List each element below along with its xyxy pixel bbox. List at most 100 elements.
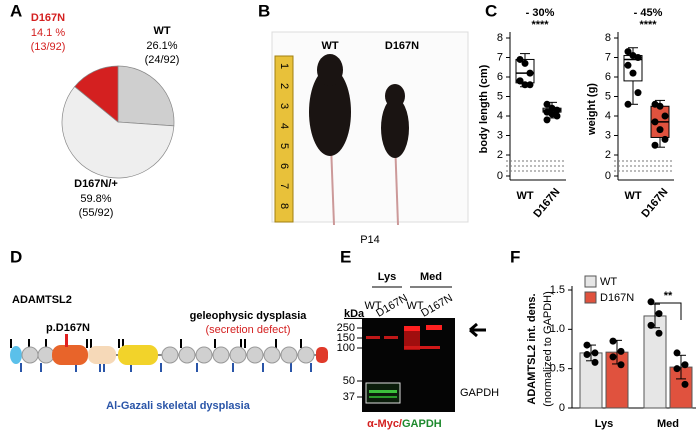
marker-label: 100 bbox=[337, 342, 355, 354]
disease-note: (secretion defect) bbox=[206, 324, 291, 336]
data-point bbox=[624, 61, 632, 69]
data-point bbox=[647, 298, 655, 306]
band-label: GAPDH bbox=[460, 387, 499, 399]
panel-label: D bbox=[10, 247, 22, 266]
x-tick-label: WT bbox=[624, 190, 641, 202]
slice-value: 14.1 % bbox=[31, 27, 65, 39]
y-tick-label: 0.5 bbox=[550, 363, 565, 375]
protein-name: ADAMTSL2 bbox=[12, 294, 72, 306]
ruler-number: 5 bbox=[278, 143, 290, 149]
pie-slice bbox=[117, 65, 175, 127]
legend-swatch bbox=[584, 291, 597, 304]
data-point bbox=[591, 349, 599, 357]
group-label: Med bbox=[420, 271, 442, 283]
mouse-head bbox=[385, 84, 405, 108]
data-point bbox=[629, 69, 637, 77]
slice-name: D167N bbox=[31, 12, 65, 24]
y-tick-label: 5 bbox=[605, 90, 611, 102]
legend-swatch bbox=[584, 275, 597, 288]
lane-label: D167N bbox=[419, 292, 455, 320]
panel-label: F bbox=[510, 247, 520, 266]
y-tick-label: 7 bbox=[497, 51, 503, 63]
mouse-wt bbox=[309, 68, 351, 156]
photo-label: WT bbox=[321, 40, 338, 52]
data-point bbox=[661, 135, 669, 143]
lane-label: WT bbox=[364, 300, 381, 312]
data-point bbox=[609, 337, 617, 345]
significance-bracket bbox=[654, 302, 682, 320]
band bbox=[369, 396, 397, 398]
group-label: Lys bbox=[378, 271, 397, 283]
y-tick-label: 2 bbox=[605, 149, 611, 161]
blue-ticks bbox=[20, 363, 312, 372]
arrow bbox=[469, 322, 486, 338]
data-point bbox=[681, 380, 689, 388]
data-point bbox=[617, 361, 625, 369]
y-axis-label: ADAMTSL2 int. dens. bbox=[526, 293, 538, 404]
data-point bbox=[553, 106, 561, 114]
y-tick-label: 8 bbox=[605, 32, 611, 44]
panel-e-blot bbox=[362, 286, 486, 412]
ruler-number: 3 bbox=[278, 103, 290, 109]
slice-name: WT bbox=[153, 25, 170, 37]
domain bbox=[88, 346, 116, 364]
y-tick-label: 1.0 bbox=[550, 323, 565, 335]
ruler-number: 4 bbox=[278, 123, 290, 129]
y-tick-label: 3 bbox=[497, 129, 503, 141]
data-point bbox=[673, 349, 681, 357]
data-point bbox=[543, 100, 551, 108]
black-ticks bbox=[10, 339, 302, 348]
slice-count: (55/92) bbox=[79, 207, 114, 219]
slice-name: D167N/+ bbox=[74, 178, 118, 190]
photo-caption: P14 bbox=[360, 234, 380, 246]
panel-d-diagram bbox=[10, 334, 328, 372]
unit-label: kDa bbox=[344, 308, 365, 320]
data-point bbox=[516, 77, 524, 85]
y-tick-label: 5 bbox=[497, 90, 503, 102]
ruler-number: 7 bbox=[278, 183, 290, 189]
ruler-number: 1 bbox=[278, 63, 290, 69]
x-tick-label: Med bbox=[657, 418, 679, 430]
data-point bbox=[617, 347, 625, 355]
y-tick-label: 0 bbox=[497, 170, 503, 182]
data-point bbox=[624, 100, 632, 108]
x-tick-label: D167N bbox=[531, 186, 562, 220]
lane-label: D167N bbox=[374, 292, 410, 320]
data-point bbox=[526, 81, 534, 89]
y-tick-label: 1.5 bbox=[550, 284, 565, 296]
band bbox=[404, 346, 440, 349]
data-point bbox=[553, 112, 561, 120]
y-tick-label: 0 bbox=[559, 402, 565, 414]
data-point bbox=[516, 55, 524, 63]
band bbox=[426, 325, 442, 330]
annotation: **** bbox=[639, 19, 657, 31]
smear bbox=[404, 330, 420, 350]
mutation-label: p.D167N bbox=[46, 322, 90, 334]
band bbox=[404, 326, 420, 331]
domain bbox=[10, 346, 22, 364]
band bbox=[369, 390, 397, 393]
slice-count: (24/92) bbox=[145, 54, 180, 66]
disease-label: Al-Gazali skeletal dysplasia bbox=[106, 400, 251, 412]
y-tick-label: 2 bbox=[497, 149, 503, 161]
data-point bbox=[647, 321, 655, 329]
panel-b-photo bbox=[271, 31, 469, 226]
data-point bbox=[681, 361, 689, 369]
domain bbox=[316, 347, 328, 363]
slice-value: 59.8% bbox=[80, 193, 111, 205]
slice-value: 26.1% bbox=[146, 40, 177, 52]
annotation: - 30% bbox=[526, 7, 555, 19]
data-point bbox=[583, 341, 591, 349]
photo-frame bbox=[271, 31, 469, 223]
x-tick-label: Lys bbox=[595, 418, 614, 430]
panel-label: B bbox=[258, 1, 270, 20]
data-point bbox=[526, 69, 534, 77]
marker-label: 250 bbox=[337, 322, 355, 334]
data-point bbox=[651, 141, 659, 149]
ruler-number: 2 bbox=[278, 83, 290, 89]
slice-count: (13/92) bbox=[31, 41, 66, 53]
y-axis-label: weight (g) bbox=[586, 83, 598, 136]
photo-label: D167N bbox=[385, 40, 419, 52]
data-point bbox=[634, 54, 642, 61]
band bbox=[384, 336, 398, 339]
